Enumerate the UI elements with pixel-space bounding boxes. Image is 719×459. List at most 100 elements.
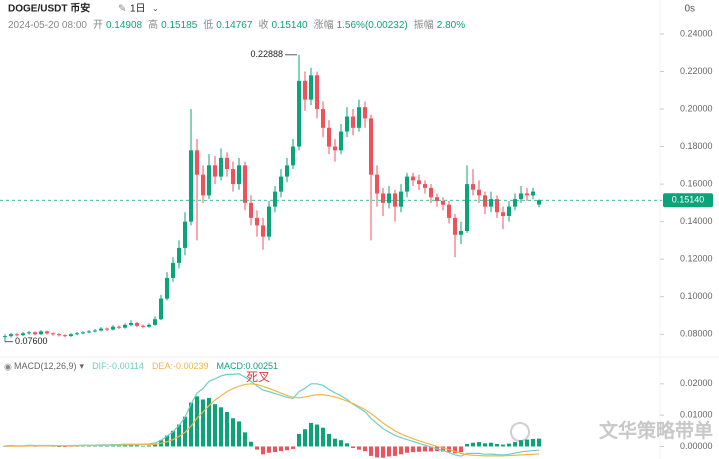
candle-body [261,225,265,237]
candle-body [357,107,361,128]
candle-body [105,328,109,330]
macd-bar [243,432,247,447]
macd-bar [123,445,127,447]
candle-body [39,331,43,335]
macd-bar [297,433,301,447]
macd-bar [441,446,445,452]
candle-body [387,193,391,203]
y-tick-label: 0.22000 [680,66,713,76]
macd-bar [105,445,109,447]
macd-bar [189,402,193,447]
candle-body [195,150,199,175]
macd-bar [63,446,67,447]
macd-bar [135,445,139,447]
candle-body [99,328,103,331]
y-tick-label: 0.16000 [680,178,713,188]
candle-body [315,75,319,110]
field-value: 0.14767 [216,20,253,31]
candle-body [171,262,175,278]
candle-body [207,165,211,196]
candle-body [303,80,307,100]
y-tick-label: 0.02000 [680,378,713,388]
y-tick-label: 0.00000 [680,441,713,451]
candle-body [57,334,61,336]
macd-bar [519,440,523,447]
macd-bar [465,443,469,447]
candle-body [63,335,67,337]
candle-body [183,221,187,248]
field-value: 1.56%(0.00232) [337,20,408,31]
candle-body [267,206,271,237]
macd-bar [249,441,253,447]
macd-bar [333,438,337,447]
field-value: 0.15185 [161,20,198,31]
candle-body [147,324,151,327]
candle-body [537,200,541,205]
candle-body [153,319,157,325]
macd-bar [111,445,115,447]
date: 2024-05-20 08:00 [8,20,87,31]
interval-caret[interactable]: ⌄ [152,4,159,13]
macd-bar [195,396,199,447]
legend-entry: DEA:-0.00239 [152,361,209,371]
candle-body [477,189,481,196]
y-tick-label: 0.01000 [680,410,713,420]
candle-body [489,199,493,207]
candle-body [471,184,475,190]
candle-body [255,217,259,226]
macd-bar [393,446,397,456]
edit-icon[interactable]: ✎ [118,4,126,15]
interval[interactable]: 1日 [130,4,146,15]
min-label: 0.07600 [15,336,48,346]
candle-body [87,331,91,333]
macd-line [4,383,540,457]
eye-icon: ◉ [4,361,12,371]
candle-body [459,231,463,235]
candle-body [33,332,37,335]
macd-bar [207,397,211,447]
macd-bar [303,429,307,447]
macd-bar [417,446,421,452]
candle-body [375,174,379,194]
macd-bar [501,444,505,447]
candle-body [9,334,13,337]
candle-body [273,191,277,207]
macd-bar [489,442,493,447]
macd-bar [453,446,457,454]
candle-body [519,193,523,200]
watermark: 文华策略带单 [599,419,713,442]
candle-body [237,165,241,185]
field-label: 振幅 [414,18,434,31]
symbol[interactable]: DOGE/USDT 币安 [8,2,90,15]
macd-bar [537,438,541,447]
candle-body [495,199,499,213]
macd-bar [429,446,433,452]
macd-bar [405,446,409,453]
macd-bar [201,399,205,447]
field-label: 开 [93,20,103,31]
macd-bar [459,446,463,453]
y-tick-label: 0.10000 [680,291,713,301]
candle-body [405,176,409,192]
candle-body [15,334,19,336]
candle-body [417,180,421,185]
macd-bar [423,446,427,452]
y-tick-label: 0.20000 [680,103,713,113]
macd-bar [513,442,517,447]
candle-body [141,325,145,327]
candle-body [117,326,121,328]
macd-bar [399,446,403,455]
macd-bar [171,430,175,447]
candle-body [399,191,403,207]
candle-body [213,165,217,177]
candle-body [363,107,367,119]
macd-bar [507,443,511,447]
macd-bar [381,446,385,458]
candle-body [393,193,397,207]
candle-body [51,333,55,335]
candle-body [507,206,511,216]
macd-bar [369,446,373,456]
candle-body [297,80,301,147]
candle-body [483,195,487,207]
